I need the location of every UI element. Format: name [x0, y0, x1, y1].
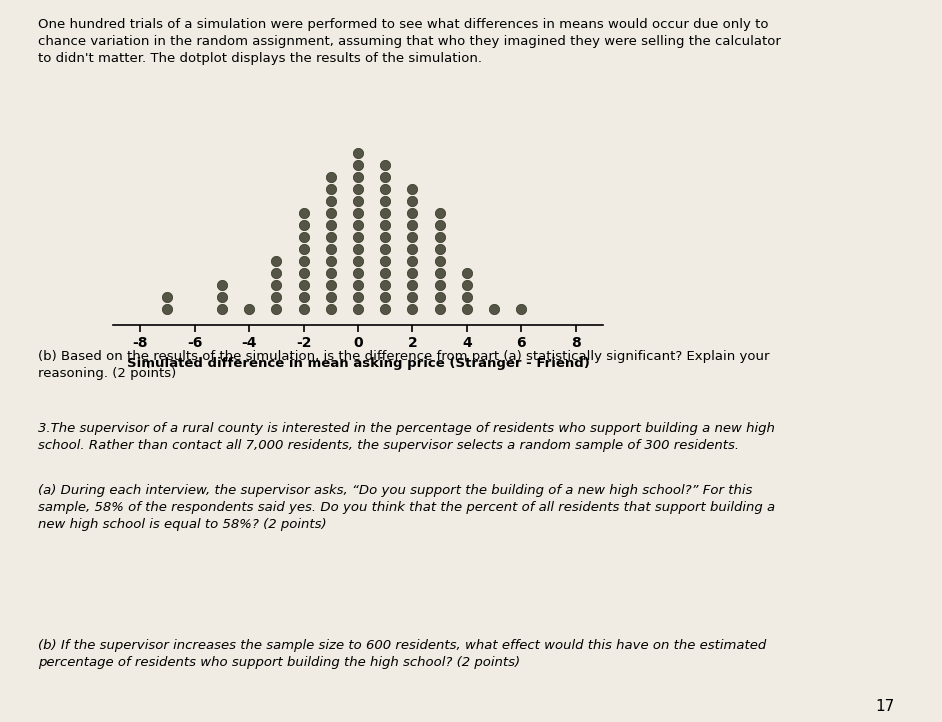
Point: [323, 256, 338, 267]
Point: [405, 243, 420, 255]
Point: [378, 256, 393, 267]
Point: [486, 303, 501, 315]
Point: [323, 207, 338, 219]
Point: [215, 279, 230, 291]
Point: [241, 303, 256, 315]
Point: [378, 207, 393, 219]
Point: [268, 279, 284, 291]
Point: [350, 159, 365, 170]
Point: [350, 292, 365, 303]
Text: (b) If the supervisor increases the sample size to 600 residents, what effect wo: (b) If the supervisor increases the samp…: [38, 639, 766, 669]
Point: [350, 231, 365, 243]
Point: [215, 303, 230, 315]
Point: [323, 219, 338, 231]
Point: [460, 279, 475, 291]
Point: [350, 279, 365, 291]
Point: [513, 303, 528, 315]
Point: [405, 256, 420, 267]
Point: [378, 171, 393, 183]
Point: [378, 292, 393, 303]
Point: [296, 219, 311, 231]
Point: [296, 207, 311, 219]
Point: [323, 195, 338, 206]
Point: [296, 292, 311, 303]
Point: [350, 171, 365, 183]
Point: [432, 256, 447, 267]
Point: [350, 195, 365, 206]
Point: [378, 183, 393, 195]
Text: 17: 17: [876, 699, 895, 714]
Point: [350, 147, 365, 159]
Point: [432, 279, 447, 291]
Point: [378, 303, 393, 315]
Point: [323, 279, 338, 291]
Point: [268, 256, 284, 267]
Point: [405, 231, 420, 243]
Point: [378, 231, 393, 243]
Point: [350, 256, 365, 267]
Point: [405, 183, 420, 195]
Point: [323, 243, 338, 255]
Point: [350, 267, 365, 279]
Point: [405, 292, 420, 303]
X-axis label: Simulated difference in mean asking price (Stranger - Friend): Simulated difference in mean asking pric…: [126, 357, 590, 370]
Point: [378, 159, 393, 170]
Point: [460, 267, 475, 279]
Point: [268, 292, 284, 303]
Text: (b) Based on the results of the simulation, is the difference from part (a) stat: (b) Based on the results of the simulati…: [38, 350, 770, 380]
Point: [378, 279, 393, 291]
Point: [350, 303, 365, 315]
Point: [350, 183, 365, 195]
Point: [296, 243, 311, 255]
Point: [405, 279, 420, 291]
Point: [432, 292, 447, 303]
Point: [460, 303, 475, 315]
Point: [296, 303, 311, 315]
Point: [323, 292, 338, 303]
Point: [323, 267, 338, 279]
Point: [268, 267, 284, 279]
Point: [432, 267, 447, 279]
Point: [405, 207, 420, 219]
Point: [160, 292, 175, 303]
Point: [296, 256, 311, 267]
Point: [296, 279, 311, 291]
Point: [432, 243, 447, 255]
Text: 3.The supervisor of a rural county is interested in the percentage of residents : 3.The supervisor of a rural county is in…: [38, 422, 774, 453]
Point: [405, 267, 420, 279]
Point: [323, 231, 338, 243]
Point: [405, 219, 420, 231]
Point: [215, 292, 230, 303]
Point: [268, 303, 284, 315]
Point: [432, 207, 447, 219]
Point: [323, 183, 338, 195]
Point: [160, 303, 175, 315]
Point: [323, 303, 338, 315]
Point: [378, 267, 393, 279]
Point: [350, 243, 365, 255]
Point: [432, 219, 447, 231]
Point: [432, 303, 447, 315]
Text: One hundred trials of a simulation were performed to see what differences in mea: One hundred trials of a simulation were …: [38, 18, 781, 65]
Point: [350, 207, 365, 219]
Point: [323, 171, 338, 183]
Point: [378, 243, 393, 255]
Point: [296, 267, 311, 279]
Point: [432, 231, 447, 243]
Point: [405, 195, 420, 206]
Text: (a) During each interview, the supervisor asks, “Do you support the building of : (a) During each interview, the superviso…: [38, 484, 775, 531]
Point: [378, 195, 393, 206]
Point: [350, 219, 365, 231]
Point: [378, 219, 393, 231]
Point: [405, 303, 420, 315]
Point: [296, 231, 311, 243]
Point: [460, 292, 475, 303]
